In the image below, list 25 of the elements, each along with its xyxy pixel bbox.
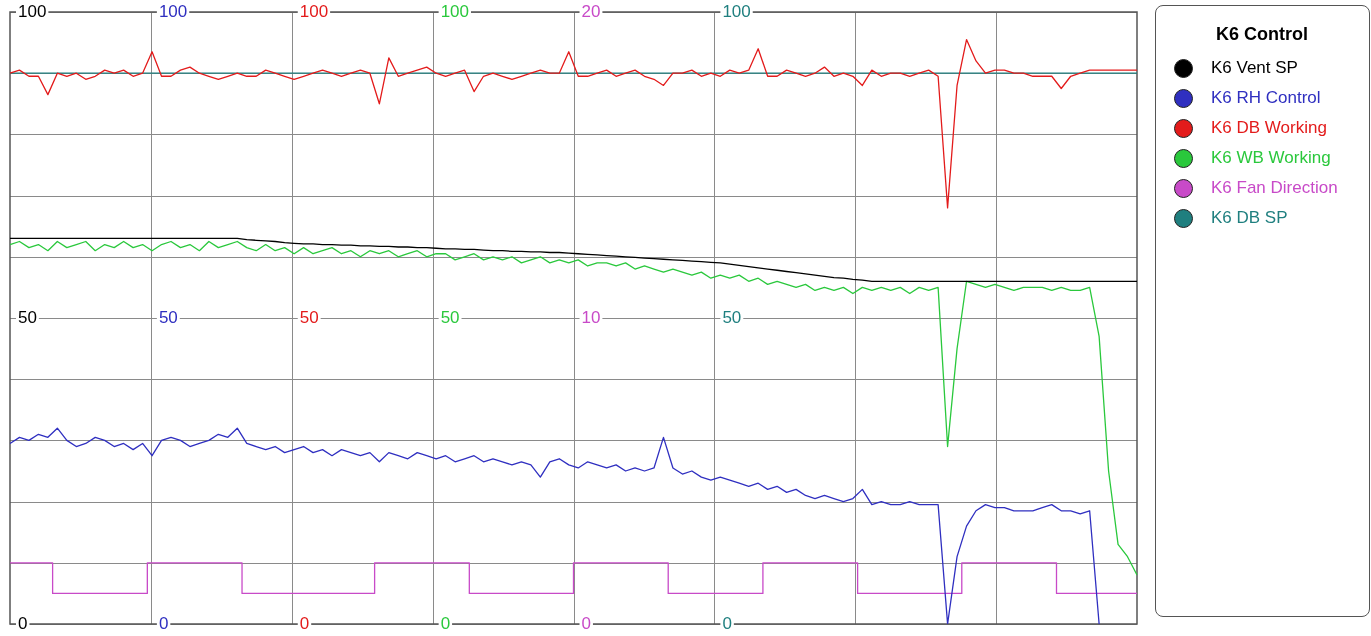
legend-label: K6 Vent SP — [1211, 58, 1298, 78]
legend-label: K6 DB SP — [1211, 208, 1288, 228]
y3-tick-label: 20 — [581, 1, 601, 21]
y3-tick-label: 0 — [581, 613, 591, 633]
annotation: 50 — [299, 307, 319, 327]
annotation: 50 — [440, 307, 460, 327]
annotation: 50 — [722, 307, 742, 327]
annotation: 100 — [299, 1, 329, 21]
y2-tick-label: 100 — [158, 1, 188, 21]
legend-label: K6 RH Control — [1211, 88, 1321, 108]
y3-tick-label: 10 — [581, 307, 601, 327]
annotation: 0 — [299, 613, 310, 633]
legend-title: K6 Control — [1216, 24, 1309, 45]
annotation: 0 — [440, 613, 451, 633]
y-tick-label: 0 — [18, 613, 28, 633]
annotation: 100 — [722, 1, 751, 21]
y-tick-label: 100 — [18, 1, 47, 21]
annotation: 0 — [722, 613, 732, 633]
legend-label: K6 WB Working — [1211, 148, 1331, 168]
legend-label: K6 DB Working — [1211, 118, 1327, 138]
legend-label: K6 Fan Direction — [1211, 178, 1338, 198]
y-tick-label: 50 — [18, 307, 37, 327]
annotation: 100 — [440, 1, 469, 21]
y2-tick-label: 0 — [158, 613, 169, 633]
y2-tick-label: 50 — [158, 307, 178, 327]
